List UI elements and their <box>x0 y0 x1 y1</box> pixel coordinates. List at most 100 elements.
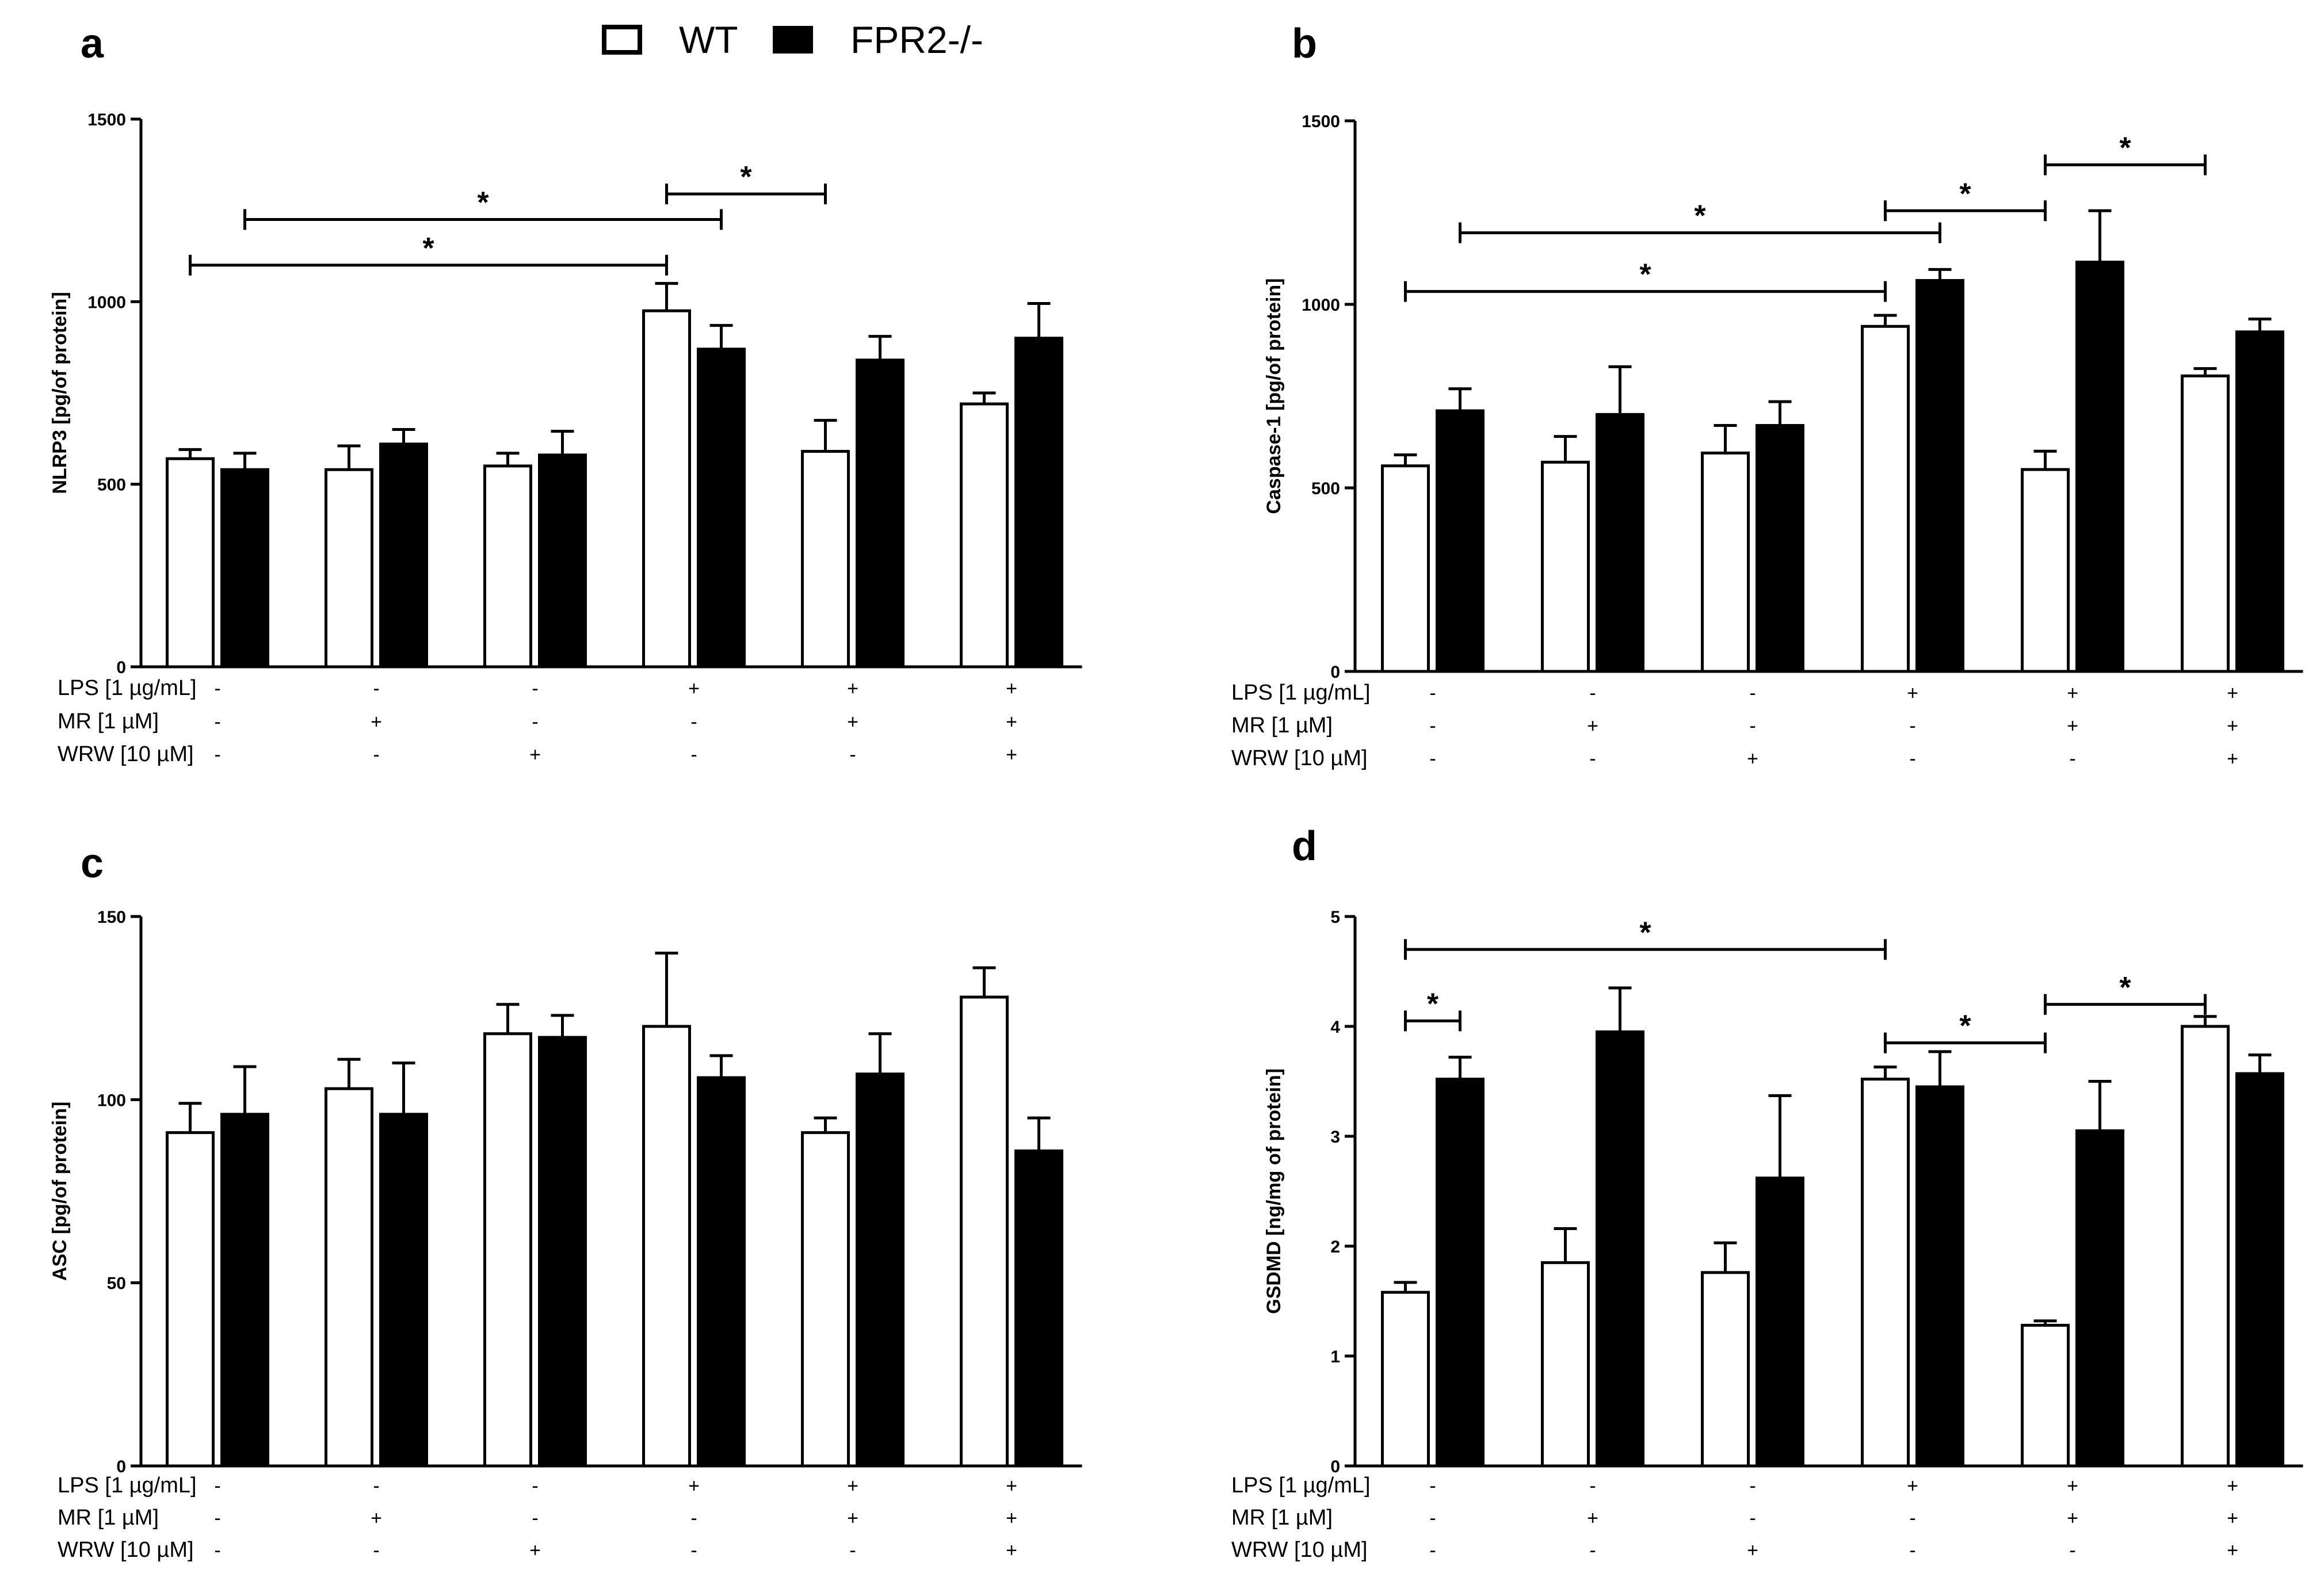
treatment-sign: + <box>1006 744 1017 766</box>
y-axis-title: ASC [pg/of protein] <box>49 1102 71 1281</box>
treatment-sign: + <box>847 711 858 733</box>
treatment-sign: + <box>688 1475 700 1497</box>
treatment-sign: - <box>214 711 220 733</box>
bar-ko-1 <box>1436 1078 1485 1468</box>
treatment-sign: + <box>1006 1507 1017 1529</box>
treatment-sign: - <box>1429 715 1436 737</box>
y-tick-label: 0 <box>116 658 126 677</box>
bar-wt-3 <box>483 1032 532 1468</box>
y-tick-label: 1500 <box>1302 112 1340 131</box>
significance-bracket-1: * <box>1404 987 1461 1032</box>
bar-wt-4 <box>642 309 691 669</box>
y-tick-label: 1000 <box>1302 296 1340 315</box>
treatment-sign: - <box>214 744 220 766</box>
treatment-label: MR [1 µM] <box>1231 1506 1333 1530</box>
treatment-sign: + <box>371 1507 382 1529</box>
bar-wt-1 <box>1381 464 1430 673</box>
bar-wt-5 <box>801 450 850 669</box>
legend-ko-swatch <box>773 26 813 54</box>
treatment-sign: + <box>1747 748 1758 770</box>
treatment-sign: - <box>1429 748 1436 770</box>
significance-bracket-3: * <box>1884 1010 2047 1053</box>
treatment-sign: - <box>532 1507 538 1529</box>
treatment-sign: - <box>849 744 856 766</box>
treatment-label: WRW [10 µM] <box>58 742 194 766</box>
treatment-sign: - <box>373 744 379 766</box>
bar-ko-4 <box>1915 279 1964 673</box>
y-tick-label: 2 <box>1330 1238 1340 1257</box>
y-axis-title: Caspase-1 [pg/of protein] <box>1263 278 1285 514</box>
y-tick-label: 0 <box>1330 1457 1340 1476</box>
treatment-sign: - <box>1749 682 1756 704</box>
treatment-label: LPS [1 µg/mL] <box>1231 1473 1371 1498</box>
treatment-sign: - <box>373 1540 379 1561</box>
bar-wt-6 <box>2181 374 2230 673</box>
treatment-label: MR [1 µM] <box>1231 713 1333 738</box>
y-tick-label: 4 <box>1330 1018 1340 1037</box>
bar-ko-5 <box>856 1072 905 1468</box>
y-tick-label: 500 <box>1311 479 1340 498</box>
treatment-sign: - <box>1749 1507 1756 1529</box>
panel-label: b <box>1292 21 1317 67</box>
panel-c: c ASC [pg/of protein] 0 50 100 150 LPS [1 µg/m… <box>49 841 1082 1562</box>
bar-ko-1 <box>220 468 269 669</box>
bar-ko-3 <box>538 1036 587 1468</box>
bar-ko-6 <box>2235 330 2284 673</box>
treatment-sign: - <box>1749 1475 1756 1497</box>
panel-label: a <box>81 21 104 67</box>
treatment-sign: + <box>2227 1540 2238 1561</box>
bar-wt-2 <box>325 1087 373 1468</box>
bar-ko-5 <box>2075 261 2124 673</box>
y-tick-label: 3 <box>1330 1128 1340 1147</box>
treatment-sign: + <box>1006 711 1017 733</box>
treatment-sign: + <box>2067 715 2078 737</box>
legend-wt-swatch <box>602 25 642 55</box>
treatment-label: WRW [10 µM] <box>1231 746 1368 770</box>
treatment-sign: - <box>2069 1540 2075 1561</box>
treatment-sign: + <box>847 1475 858 1497</box>
treatment-sign: + <box>2227 1507 2238 1529</box>
significance-bracket-2: * <box>1459 200 1941 243</box>
bar-wt-5 <box>2021 468 2070 673</box>
treatment-label: LPS [1 µg/mL] <box>1231 681 1371 705</box>
bar-wt-3 <box>1701 1271 1750 1468</box>
treatment-sign: - <box>214 678 220 700</box>
significance-bracket-4: * <box>2044 132 2207 175</box>
treatment-sign: - <box>1749 715 1756 737</box>
significance-bracket-1: * <box>1404 258 1887 302</box>
bar-ko-3 <box>538 453 587 669</box>
significance-bracket-1: * <box>189 232 668 276</box>
significance-star: * <box>1959 1010 1971 1043</box>
significance-bracket-2: * <box>243 186 723 230</box>
bar-wt-4 <box>1861 324 1910 673</box>
y-axis-title: NLRP3 [pg/of protein] <box>49 292 71 494</box>
significance-star: * <box>2119 132 2131 165</box>
y-tick-label: 100 <box>97 1091 126 1110</box>
treatment-sign: - <box>532 678 538 700</box>
bar-wt-6 <box>960 402 1009 669</box>
bar-wt-1 <box>166 457 215 669</box>
bar-ko-6 <box>1014 337 1063 669</box>
significance-star: * <box>422 232 434 265</box>
treatment-sign: + <box>847 678 858 700</box>
y-axis-title: GSDMD [ng/mg of protein] <box>1263 1068 1285 1314</box>
treatment-sign: - <box>1429 682 1436 704</box>
treatment-label: LPS [1 µg/mL] <box>58 1473 197 1498</box>
treatment-sign: + <box>1587 715 1598 737</box>
y-tick-label: 0 <box>116 1457 126 1476</box>
y-tick-label: 0 <box>1330 663 1340 682</box>
treatment-sign: - <box>214 1475 220 1497</box>
treatment-sign: + <box>2067 682 2078 704</box>
treatment-sign: + <box>1006 1540 1017 1561</box>
treatment-sign: + <box>2067 1507 2078 1529</box>
y-tick-label: 1500 <box>87 110 126 129</box>
significance-star: * <box>1639 916 1651 949</box>
panel-d: d GSDMD [ng/mg of protein] 0 1 2 3 4 5 * * * * LPS [… <box>1231 823 2303 1562</box>
significance-bracket-2: * <box>1404 916 1887 960</box>
bar-ko-1 <box>1436 409 1485 673</box>
treatment-sign: - <box>532 711 538 733</box>
treatment-sign: - <box>1909 715 1915 737</box>
significance-star: * <box>2119 971 2131 1005</box>
bar-ko-5 <box>2075 1129 2124 1468</box>
treatment-sign: - <box>1909 748 1915 770</box>
